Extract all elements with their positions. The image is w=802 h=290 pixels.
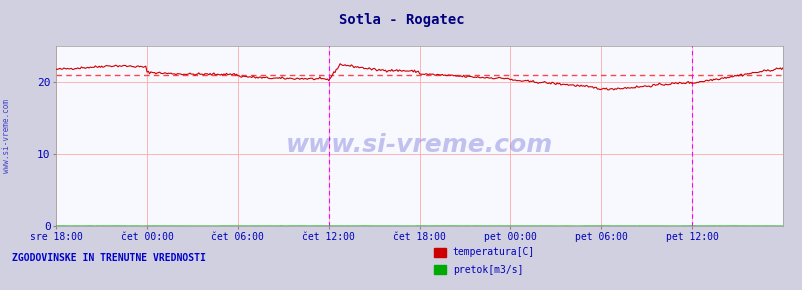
Text: temperatura[C]: temperatura[C] bbox=[452, 247, 534, 257]
Text: www.si-vreme.com: www.si-vreme.com bbox=[2, 99, 11, 173]
Text: Sotla - Rogatec: Sotla - Rogatec bbox=[338, 13, 464, 27]
Text: ZGODOVINSKE IN TRENUTNE VREDNOSTI: ZGODOVINSKE IN TRENUTNE VREDNOSTI bbox=[12, 253, 205, 263]
Text: pretok[m3/s]: pretok[m3/s] bbox=[452, 265, 523, 275]
Text: www.si-vreme.com: www.si-vreme.com bbox=[286, 133, 553, 157]
